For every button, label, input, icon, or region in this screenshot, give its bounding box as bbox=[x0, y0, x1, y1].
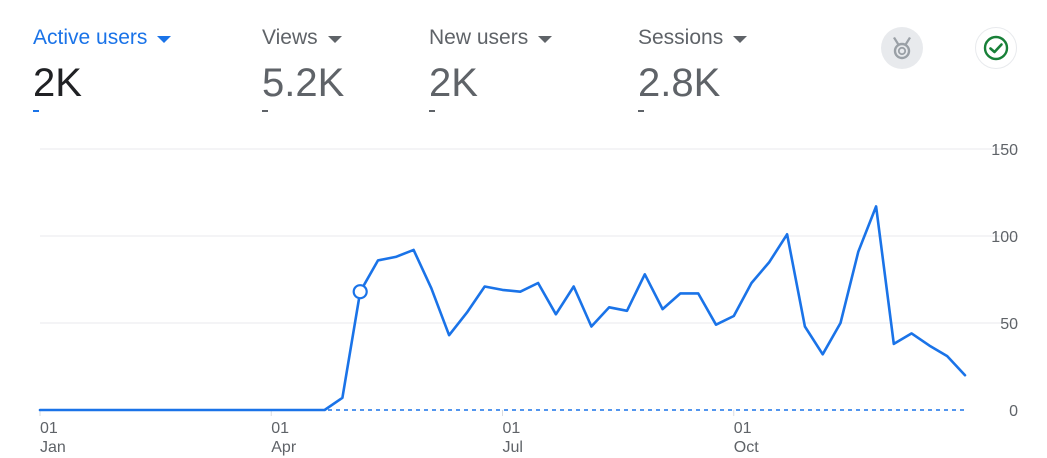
metric-label: Sessions bbox=[638, 26, 724, 49]
chevron-down-icon[interactable] bbox=[538, 36, 553, 43]
metric-delta: - bbox=[262, 110, 268, 112]
line-chart: 0 50 100 150 01 Jan 01 Apr 01 Jul 01 Oct bbox=[38, 142, 1018, 456]
metric-label-row: Active users bbox=[33, 26, 172, 50]
series-line-active-users bbox=[38, 205, 967, 412]
check-circle-icon bbox=[983, 35, 1009, 61]
metric-value: 2.8K bbox=[638, 61, 721, 105]
metric-label: Active users bbox=[33, 26, 148, 49]
medal-icon bbox=[893, 37, 911, 60]
x-tick-month: Jan bbox=[40, 439, 66, 456]
metric-label: New users bbox=[429, 26, 529, 49]
metric-label-row: New users bbox=[429, 26, 553, 50]
x-axis-ticks: 01 Jan 01 Apr 01 Jul 01 Oct bbox=[39, 410, 759, 456]
x-tick-month: Oct bbox=[734, 439, 759, 456]
metric-label-row: Views bbox=[262, 26, 344, 50]
x-tick-month: Jul bbox=[503, 439, 523, 456]
y-tick-label: 100 bbox=[991, 229, 1018, 246]
chevron-down-icon[interactable] bbox=[327, 36, 342, 43]
metric-value: 5.2K bbox=[262, 61, 345, 105]
y-tick-label: 150 bbox=[991, 142, 1018, 159]
y-tick-label: 50 bbox=[1000, 316, 1018, 333]
metric-delta: - bbox=[429, 110, 435, 112]
chevron-down-icon[interactable] bbox=[157, 36, 172, 43]
metric-label-row: Sessions bbox=[638, 26, 748, 50]
metric-value: 2K bbox=[33, 61, 82, 105]
chevron-down-icon[interactable] bbox=[733, 36, 748, 43]
x-tick-day: 01 bbox=[40, 420, 58, 437]
metric-delta: - bbox=[33, 110, 39, 112]
medal-button[interactable] bbox=[881, 27, 923, 69]
metric-value: 2K bbox=[429, 61, 478, 105]
metric-tab-sessions[interactable]: Sessions 2.8K - bbox=[638, 26, 748, 136]
check-button[interactable] bbox=[975, 27, 1017, 69]
x-tick-day: 01 bbox=[271, 420, 289, 437]
metric-delta: - bbox=[638, 110, 644, 112]
x-tick-day: 01 bbox=[734, 420, 752, 437]
grid-lines bbox=[40, 148, 1018, 324]
y-tick-label: 0 bbox=[1009, 403, 1018, 420]
highlight-point[interactable] bbox=[352, 284, 368, 300]
metric-tab-active-users[interactable]: Active users 2K - bbox=[33, 26, 172, 136]
y-axis-ticks: 0 50 100 150 bbox=[991, 142, 1018, 420]
x-tick-day: 01 bbox=[503, 420, 521, 437]
x-tick-month: Apr bbox=[271, 439, 297, 456]
metric-tab-views[interactable]: Views 5.2K - bbox=[262, 26, 344, 136]
metric-label: Views bbox=[262, 26, 318, 49]
metric-tab-new-users[interactable]: New users 2K - bbox=[429, 26, 553, 136]
